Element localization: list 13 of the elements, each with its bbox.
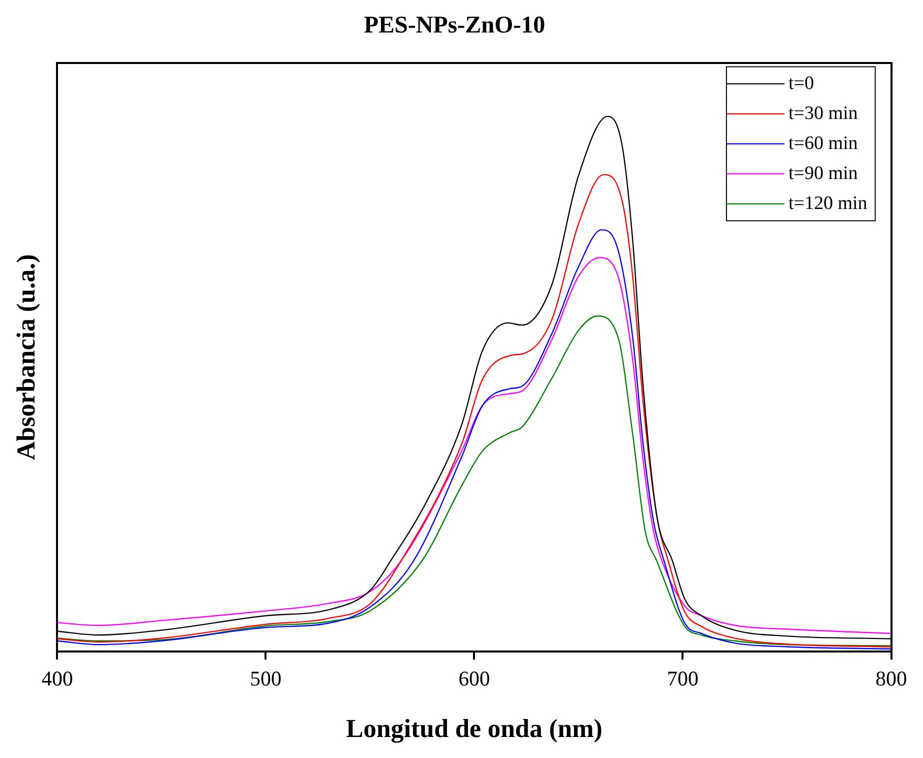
legend-label: t=90 min xyxy=(788,162,858,184)
legend-label: t=60 min xyxy=(788,132,858,154)
y-axis-title: Absorbancia (u.a.) xyxy=(11,254,40,460)
x-tick-label: 600 xyxy=(458,666,490,691)
legend-label: t=0 xyxy=(788,72,814,94)
x-tick-label: 800 xyxy=(876,666,907,691)
chart-title: PES-NPs-ZnO-10 xyxy=(364,12,546,39)
x-tick-label: 700 xyxy=(666,666,698,691)
x-axis-title: Longitud de onda (nm) xyxy=(346,714,602,744)
x-tick-label: 500 xyxy=(250,666,282,691)
legend-label: t=30 min xyxy=(788,102,858,124)
legend-label: t=120 min xyxy=(788,192,868,214)
x-tick-label: 400 xyxy=(41,666,73,691)
